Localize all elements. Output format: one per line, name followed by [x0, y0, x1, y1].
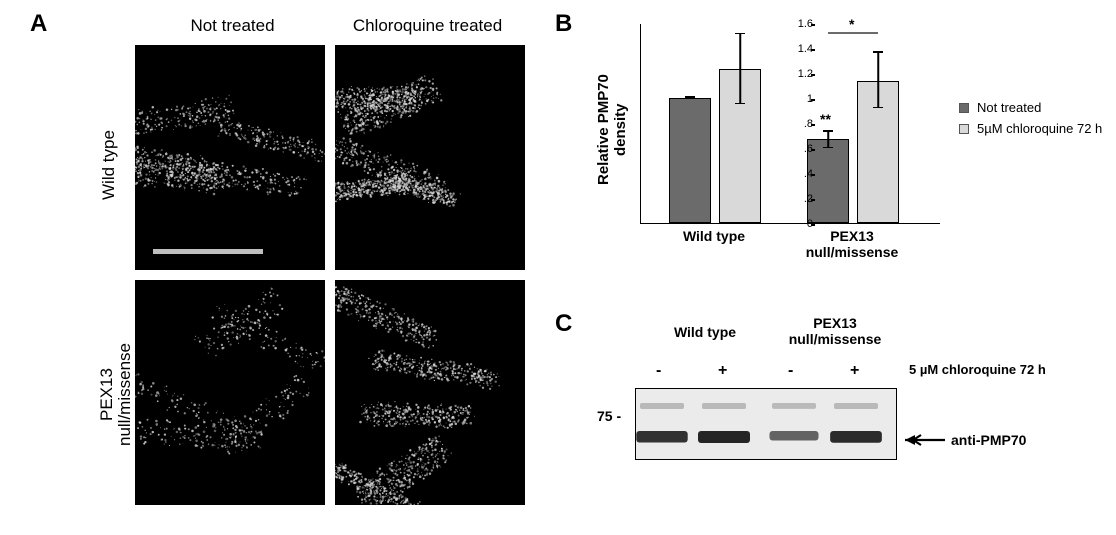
significance-bracket: *	[849, 16, 854, 32]
lane-sign: -	[656, 362, 661, 380]
ytick: 1.6	[793, 18, 813, 30]
panel-c-label: C	[555, 310, 572, 338]
xlabel: PEX13 null/missense	[796, 228, 908, 260]
chart-legend: Not treated 5µM chloroquine 72 h	[959, 100, 1102, 142]
panel-a-label: A	[30, 10, 47, 38]
xlabel: Wild type	[658, 228, 770, 244]
ytick: .6	[793, 143, 813, 155]
lane-sign: +	[718, 362, 727, 380]
antibody-label: anti-PMP70	[951, 432, 1026, 448]
lane-sign: +	[850, 362, 859, 380]
micro-pex-cq	[335, 280, 525, 505]
row-header-wildtype: Wild type	[100, 60, 118, 270]
legend-item: Not treated	[959, 100, 1102, 115]
western-blot	[635, 388, 897, 460]
bar-chart: ***	[640, 24, 940, 224]
ytick: 1.2	[793, 68, 813, 80]
micro-wt-nt	[135, 45, 325, 270]
panel-c: C Wild type PEX13 null/missense - + - + 5 µ…	[555, 310, 1115, 520]
microscopy-grid	[135, 45, 525, 505]
ytick: .4	[793, 168, 813, 180]
blot-header-pex: PEX13 null/missense	[770, 315, 900, 347]
micro-pex-nt	[135, 280, 325, 505]
col-header-not-treated: Not treated	[135, 16, 330, 36]
ytick: .8	[793, 118, 813, 130]
panel-a-col-headers: Not treated Chloroquine treated	[135, 16, 525, 36]
blot-header-wt: Wild type	[650, 324, 760, 340]
panel-b-label: B	[555, 10, 572, 38]
scale-bar	[153, 249, 263, 254]
significance-marker: **	[820, 111, 831, 127]
row-header-pex13: PEX13 null/missense	[98, 290, 134, 500]
mw-marker-75: 75 -	[597, 408, 621, 424]
treatment-label: 5 µM chloroquine 72 h	[909, 362, 1046, 377]
lane-sign: -	[788, 362, 793, 380]
micro-wt-cq	[335, 45, 525, 270]
ytick: 1	[793, 93, 813, 105]
bar	[807, 139, 849, 223]
ytick: .2	[793, 193, 813, 205]
col-header-chloroquine: Chloroquine treated	[330, 16, 525, 36]
panel-a: A Not treated Chloroquine treated Wild t…	[30, 10, 530, 520]
panel-b: B Relative PMP70 density *** Not treated…	[555, 10, 1115, 280]
chart-ylabel: Relative PMP70 density	[595, 50, 629, 210]
ytick: 1.4	[793, 43, 813, 55]
bar	[669, 98, 711, 223]
legend-item: 5µM chloroquine 72 h	[959, 121, 1102, 136]
antibody-arrow: anti-PMP70	[905, 432, 1026, 448]
